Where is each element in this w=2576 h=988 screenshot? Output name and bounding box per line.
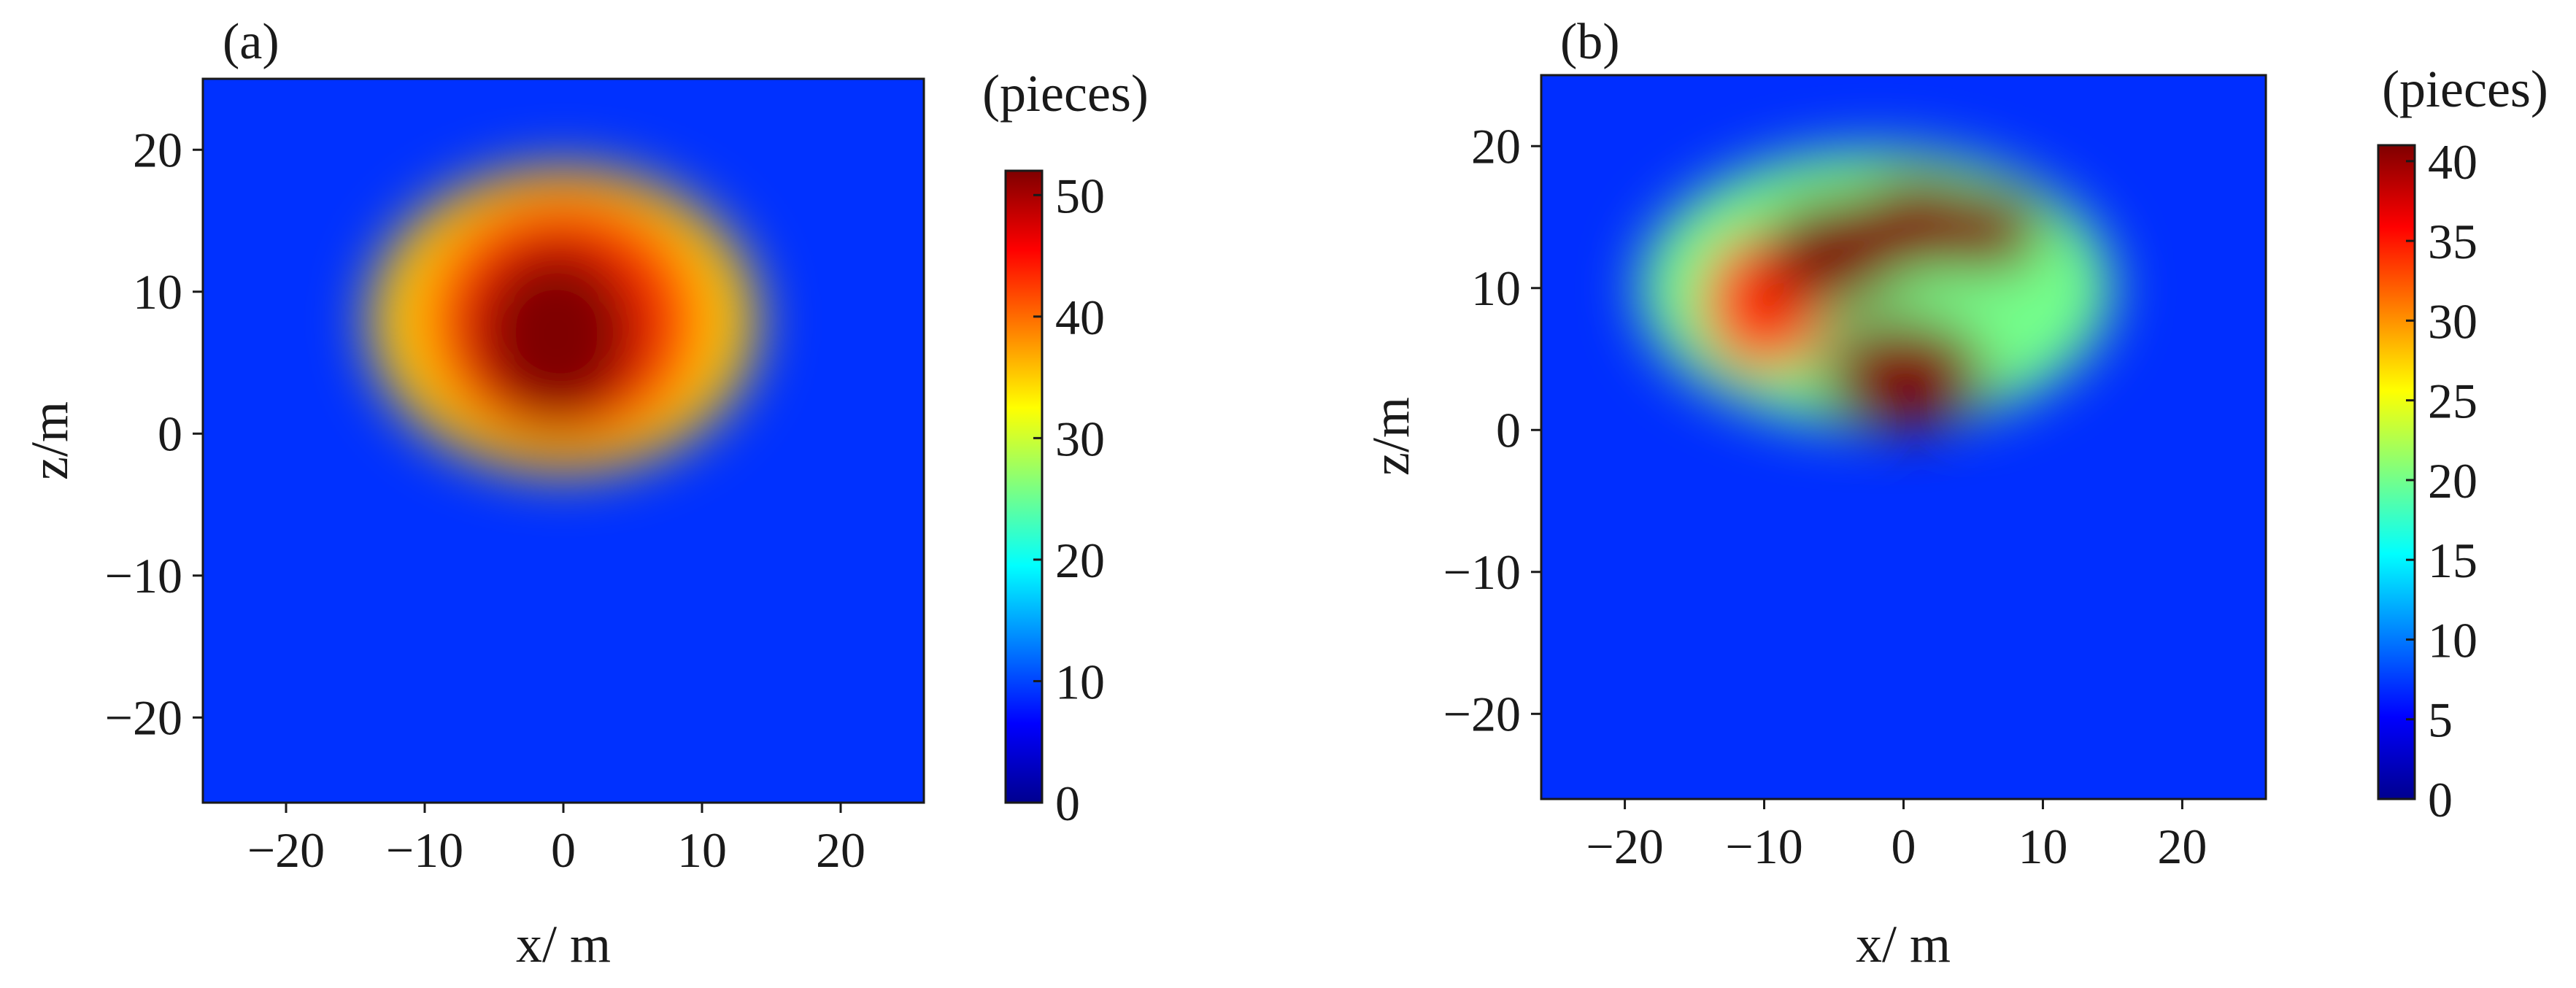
y-tick-label: 0: [158, 406, 182, 461]
heatmap-blob: [1931, 189, 2043, 274]
y-tick-label: 20: [1471, 118, 1521, 174]
colorbar-tick-label: 0: [2428, 772, 2453, 827]
panel-a-x-axis-label: x/ m: [516, 915, 611, 973]
colorbar-tick-label: 35: [2428, 214, 2477, 269]
colorbar-tick-label: 15: [2428, 533, 2477, 588]
colorbar-gradient: [2377, 144, 2416, 800]
y-tick-label: 0: [1496, 402, 1521, 458]
panel-b-x-ticks: −20 −10 0 10 20: [1586, 799, 2207, 874]
panel-b-y-axis-label: z/m: [1362, 397, 1420, 476]
y-tick-label: −10: [1443, 544, 1521, 600]
x-tick-label: 10: [2018, 819, 2067, 874]
panel-b-label: (b): [1560, 14, 1620, 70]
panel-b: (b) −20 −10 0 10 20 −20 −10 0 10 20 x/ m z/m (pi…: [1362, 14, 2548, 973]
colorbar-tick-label: 25: [2428, 374, 2477, 429]
x-tick-label: −20: [247, 822, 325, 878]
panel-a-x-ticks: −20 −10 0 10 20: [247, 803, 865, 878]
x-tick-label: −20: [1586, 819, 1663, 874]
colorbar-tick-label: 20: [1055, 533, 1105, 588]
x-tick-label: 0: [551, 822, 576, 878]
panel-b-heatmap: [1541, 75, 2266, 799]
heatmap-blob: [1819, 317, 1988, 429]
y-tick-label: −20: [105, 690, 182, 745]
heatmap-blob: [473, 244, 640, 425]
y-tick-label: 20: [133, 122, 182, 177]
panel-b-y-ticks: −20 −10 0 10 20: [1443, 118, 1541, 741]
colorbar-tick-label: 0: [1055, 776, 1080, 831]
colorbar-tick-label: 40: [1055, 290, 1105, 345]
panel-a-y-axis-label: z/m: [20, 401, 79, 480]
colorbar-tick-label: 10: [2428, 612, 2477, 668]
colorbar-tick-label: 40: [2428, 134, 2477, 190]
panel-b-colorbar-title: (pieces): [2382, 60, 2548, 118]
x-tick-label: 20: [2157, 819, 2207, 874]
colorbar-gradient: [1004, 169, 1044, 804]
x-tick-label: 0: [1891, 819, 1916, 874]
y-tick-label: 10: [133, 264, 182, 320]
panel-a-label: (a): [223, 14, 279, 70]
colorbar-tick-label: 50: [1055, 168, 1105, 223]
panel-a-y-ticks: −20 −10 0 10 20: [105, 122, 203, 745]
x-tick-label: −10: [1725, 819, 1802, 874]
panel-b-x-axis-label: x/ m: [1856, 915, 1951, 973]
panel-a-heatmap: [203, 79, 924, 803]
y-tick-label: −10: [105, 548, 182, 603]
panel-a: (a) −20 −10 0 10 20 −20 −10 0 10 20 x/ m z/m (pi…: [20, 14, 1149, 973]
y-tick-label: 10: [1471, 260, 1521, 316]
x-tick-label: 20: [816, 822, 865, 878]
colorbar-tick-label: 10: [1055, 654, 1105, 709]
colorbar-tick-label: 30: [1055, 411, 1105, 466]
panel-a-colorbar: 0 10 20 30 40 50: [1004, 168, 1105, 831]
colorbar-tick-label: 30: [2428, 293, 2477, 349]
x-tick-label: 10: [677, 822, 727, 878]
panel-a-colorbar-title: (pieces): [982, 64, 1149, 123]
x-tick-label: −10: [386, 822, 463, 878]
panel-b-colorbar: 0 5 10 15 20 25 30 35 40: [2377, 134, 2477, 827]
colorbar-tick-label: 5: [2428, 692, 2453, 748]
colorbar-tick-label: 20: [2428, 453, 2477, 509]
y-tick-label: −20: [1443, 686, 1521, 741]
